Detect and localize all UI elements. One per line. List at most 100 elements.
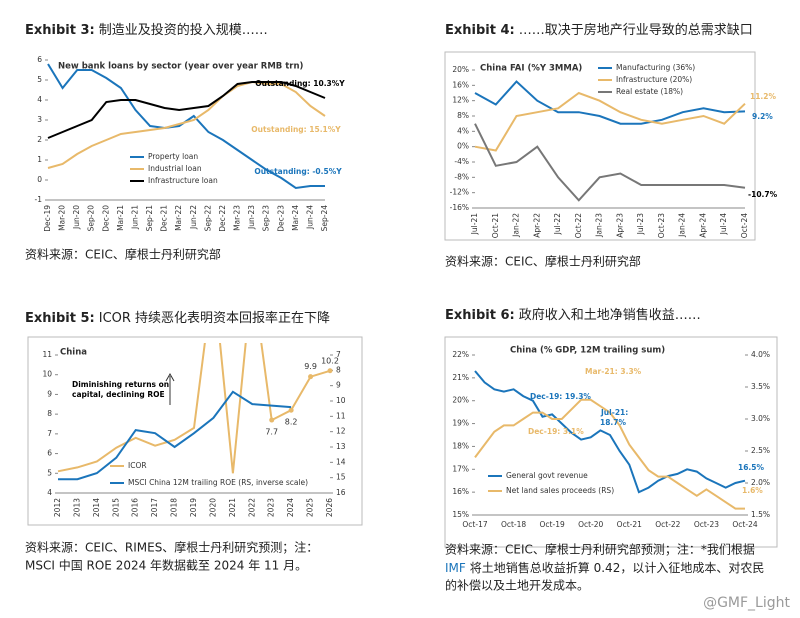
y-tick-label: 4 — [47, 488, 52, 497]
x-tick-label: Jun-22 — [189, 205, 198, 230]
y2-tick-label: 4.0% — [751, 350, 770, 359]
annotation: Outstanding: -0.5%Y — [254, 167, 342, 176]
legend-label: Infrastructure loan — [148, 176, 218, 185]
x-tick-label: 2023 — [267, 498, 276, 517]
annotation: capital, declining ROE — [72, 390, 165, 399]
x-tick-label: Jun-23 — [247, 205, 256, 230]
value-label: 10.2 — [321, 356, 339, 365]
x-tick-label: Sep-22 — [203, 205, 212, 232]
exhibit-title: Exhibit 5: ICOR 持续恶化表明资本回报率正在下降 — [25, 310, 330, 326]
y-tick-label: 2 — [37, 135, 42, 144]
y2-tick-label: 16 — [336, 488, 346, 497]
value-label: 9.9 — [304, 362, 317, 371]
y2-tick-label: 14 — [336, 457, 346, 466]
legend-label: ICOR — [128, 461, 147, 470]
legend-label: Property loan — [148, 152, 198, 161]
y-tick-label: 6 — [47, 449, 52, 458]
y-tick-label: 15% — [452, 510, 469, 519]
x-tick-label: Dec-22 — [218, 205, 227, 232]
y-tick-label: 11 — [42, 350, 52, 359]
y-tick-label: 16% — [452, 487, 469, 496]
annotation: Outstanding: 15.1%Y — [251, 125, 341, 134]
x-tick-label: Apr-23 — [615, 213, 624, 238]
x-tick-label: Jan-23 — [595, 213, 604, 238]
y-tick-label: 21% — [452, 373, 469, 382]
x-tick-label: Dec-21 — [160, 205, 169, 232]
exhibit-label: Exhibit 4: — [445, 23, 515, 38]
value-label: 7.7 — [265, 428, 278, 437]
chart-subtitle: New bank loans by sector (year over year… — [58, 62, 304, 72]
y2-tick-label: 11 — [336, 411, 346, 420]
annotation: 11.2% — [750, 92, 777, 101]
point-marker — [327, 368, 333, 374]
series-line — [474, 80, 746, 125]
x-tick-label: Oct-22 — [574, 213, 583, 238]
x-tick-label: Jun-21 — [130, 205, 139, 230]
series-line — [58, 390, 292, 481]
y-tick-label: -1 — [35, 195, 43, 204]
y-tick-label: 19% — [452, 419, 469, 428]
exhibit-label: Exhibit 3: — [25, 23, 95, 38]
y2-tick-label: 3.5% — [751, 382, 770, 391]
y-tick-label: -8% — [454, 172, 469, 181]
series-line — [47, 81, 326, 139]
source-line: 资料来源：CEIC、摩根士丹利研究部预测；注：*我们根据 — [445, 542, 755, 557]
y-tick-label: 9 — [47, 389, 52, 398]
legend-label: Real estate (18%) — [616, 87, 683, 96]
exhibit-title: Exhibit 4: ……取决于房地产行业导致的总需求缺口 — [445, 22, 753, 38]
exhibit-text: ICOR 持续恶化表明资本回报率正在下降 — [99, 310, 330, 326]
annotation: Diminishing returns on — [72, 380, 169, 389]
annotation: 18.7% — [600, 418, 627, 427]
x-tick-label: Oct-21 — [617, 520, 642, 529]
x-tick-label: 2026 — [325, 498, 334, 517]
y-tick-label: 20% — [452, 396, 469, 405]
x-tick-label: Oct-23 — [694, 520, 719, 529]
x-tick-label: Apr-22 — [532, 213, 541, 238]
source-line: MSCI 中国 ROE 2024 年数据截至 2024 年 11 月。 — [25, 558, 307, 573]
y-tick-label: 6 — [37, 55, 42, 64]
x-tick-label: Apr-24 — [698, 213, 707, 238]
y-tick-label: 5 — [37, 75, 42, 84]
y2-tick-label: 2.5% — [751, 446, 770, 455]
y2-tick-label: 15 — [336, 473, 346, 482]
x-tick-label: Dec-20 — [101, 205, 110, 232]
annotation: 9.2% — [752, 112, 773, 121]
value-label: 8.2 — [285, 418, 298, 427]
x-tick-label: Oct-19 — [540, 520, 565, 529]
exhibit-text: ……取决于房地产行业导致的总需求缺口 — [519, 22, 753, 38]
source-line: 的补偿以及土地开发成本。 — [445, 578, 589, 593]
x-tick-label: Oct-17 — [462, 520, 487, 529]
x-tick-label: 2017 — [150, 498, 159, 517]
y-tick-label: 4 — [37, 95, 42, 104]
y-tick-label: 0 — [37, 175, 42, 184]
x-tick-label: Jul-23 — [636, 213, 645, 236]
y2-tick-label: 9 — [336, 381, 341, 390]
exhibit-text: 政府收入和土地净销售收益…… — [519, 307, 701, 323]
series-line — [47, 80, 326, 169]
y-tick-label: 1 — [37, 155, 42, 164]
legend-label: Manufacturing (36%) — [616, 63, 695, 72]
x-tick-label: Oct-24 — [740, 213, 749, 238]
x-tick-label: 2012 — [53, 498, 62, 517]
x-tick-label: Mar-24 — [291, 205, 300, 231]
point-marker — [288, 407, 294, 413]
x-tick-label: 2016 — [131, 498, 140, 517]
y2-tick-label: 10 — [336, 396, 346, 405]
legend-label: Net land sales proceeds (RS) — [506, 486, 614, 495]
source-segment: IMF — [445, 561, 466, 575]
chart-subtitle: China — [60, 348, 87, 358]
x-tick-label: Jun-24 — [305, 205, 314, 230]
y2-tick-label: 2.0% — [751, 478, 770, 487]
x-tick-label: Mar-23 — [233, 205, 242, 231]
series-line — [474, 123, 746, 202]
legend-label: Infrastructure (20%) — [616, 75, 692, 84]
x-tick-label: Oct-18 — [501, 520, 526, 529]
legend-label: MSCI China 12M trailing ROE (RS, inverse… — [128, 478, 308, 487]
series-line — [474, 370, 746, 494]
y-tick-label: 12% — [452, 96, 469, 105]
x-tick-label: Sep-21 — [145, 205, 154, 232]
x-tick-label: 2024 — [286, 498, 295, 517]
y-tick-label: 0% — [457, 142, 469, 151]
point-marker — [308, 374, 314, 380]
